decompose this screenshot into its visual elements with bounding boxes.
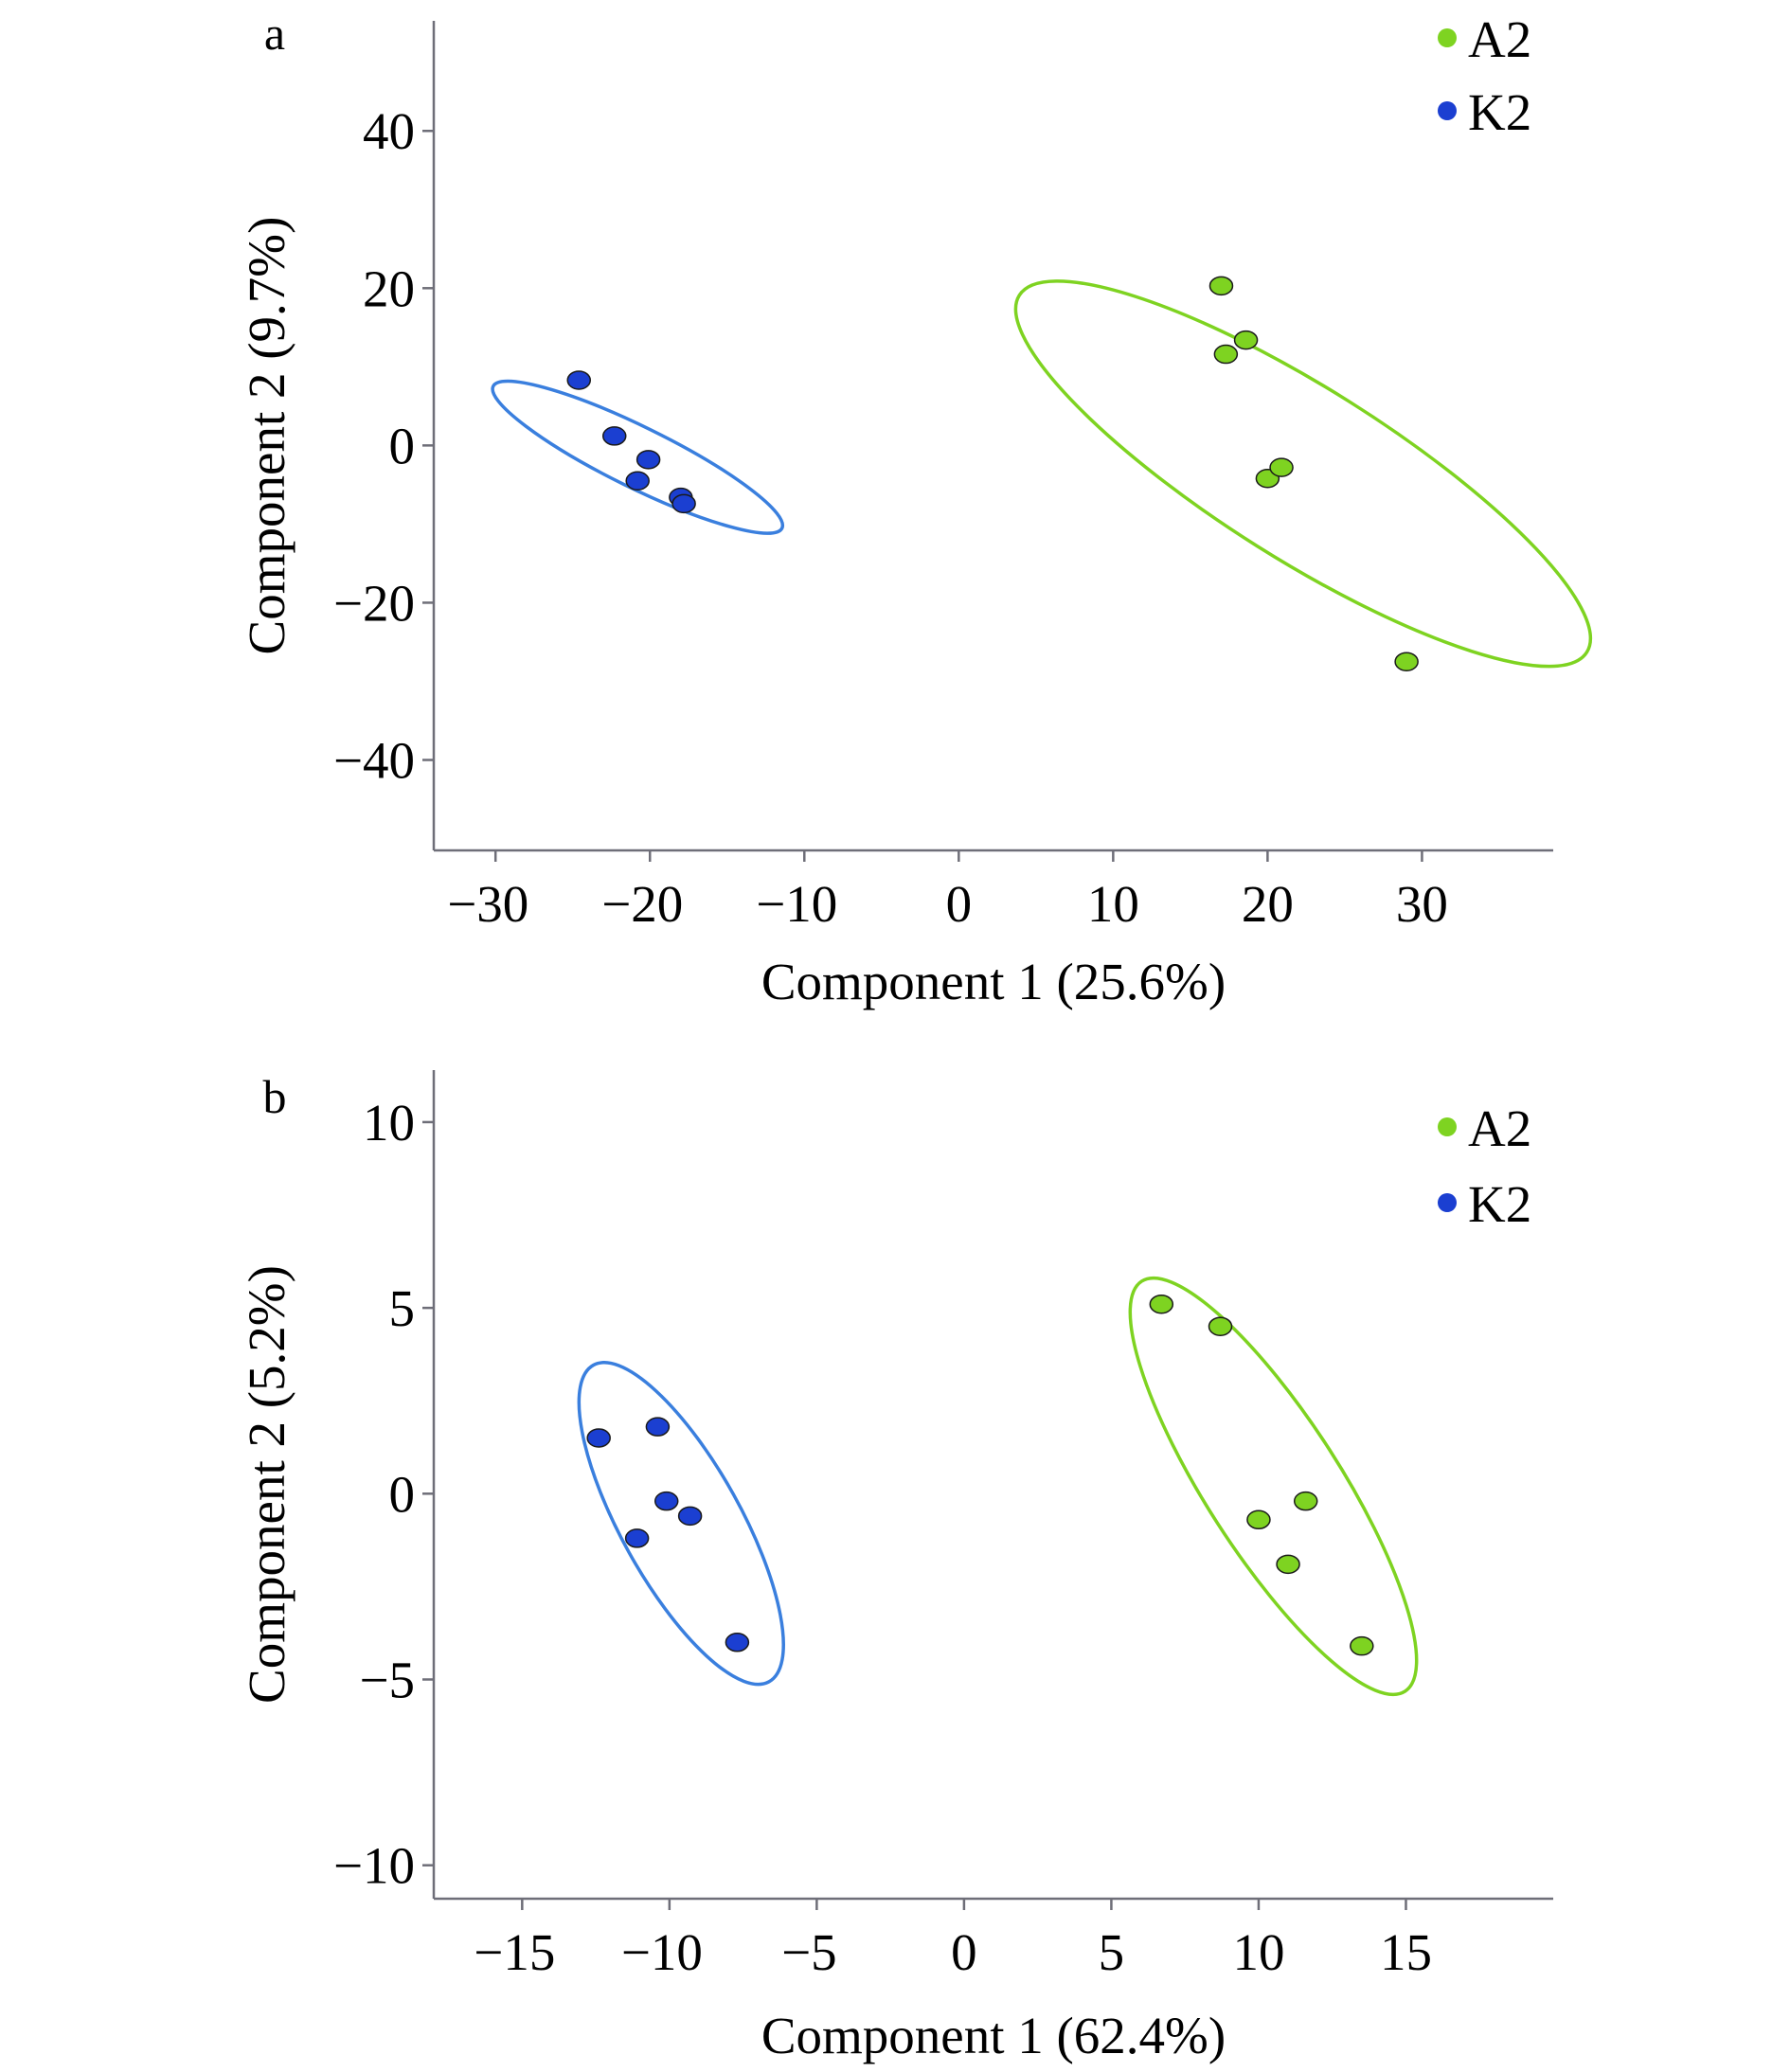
y-tick-label: 5 xyxy=(389,1279,416,1337)
legend-label-a2: A2 xyxy=(1468,10,1531,68)
a2-data-point xyxy=(1276,1554,1300,1575)
a2-data-point xyxy=(1213,344,1239,365)
panel-label: b xyxy=(263,1070,287,1123)
x-axis-title: Component 1 (25.6%) xyxy=(761,953,1226,1010)
x-tick-label: −30 xyxy=(447,875,528,933)
k2-data-point xyxy=(671,493,696,514)
legend-label-k2: K2 xyxy=(1468,83,1531,141)
k2-data-point xyxy=(635,450,661,470)
k2-data-point xyxy=(677,1506,703,1527)
a2-confidence-ellipse xyxy=(1128,1276,1419,1697)
y-tick-label: −40 xyxy=(333,732,415,790)
x-tick-label: −10 xyxy=(756,875,837,933)
panel-label: a xyxy=(264,7,285,60)
a2-data-point xyxy=(1149,1294,1174,1314)
a2-data-point xyxy=(1246,1509,1271,1530)
x-tick-label: −15 xyxy=(474,1923,555,1981)
y-tick-label: −10 xyxy=(333,1837,415,1895)
legend-label-a2: A2 xyxy=(1468,1099,1531,1157)
x-tick-label: −10 xyxy=(621,1923,703,1981)
x-tick-label: 0 xyxy=(951,1923,977,1981)
k2-data-point xyxy=(566,370,592,390)
y-tick-label: 0 xyxy=(389,1465,416,1523)
chart-panel-a: a −30 −20 −10 0 10 20 30 40 20 0 −20 −40 Component 1 … xyxy=(238,7,1593,1010)
x-tick-label: 15 xyxy=(1380,1923,1432,1981)
y-tick-label: 10 xyxy=(363,1094,415,1152)
k2-data-point xyxy=(725,1633,750,1652)
k2-data-point xyxy=(653,1491,679,1511)
x-tick-label: 10 xyxy=(1087,875,1139,933)
a2-data-point xyxy=(1233,330,1259,350)
k2-data-point xyxy=(624,1528,650,1548)
y-tick-label: −5 xyxy=(359,1651,415,1708)
x-tick-label: 20 xyxy=(1242,875,1294,933)
x-tick-label: 30 xyxy=(1396,875,1448,933)
legend-label-k2: K2 xyxy=(1468,1175,1531,1233)
a2-data-point xyxy=(1269,457,1294,477)
x-tick-label: 5 xyxy=(1099,1923,1125,1981)
a2-data-point xyxy=(1350,1635,1374,1656)
x-axis-title: Component 1 (62.4%) xyxy=(761,2007,1226,2064)
a2-data-point xyxy=(1293,1491,1318,1511)
x-tick-label: −20 xyxy=(601,875,683,933)
legend-marker-a2 xyxy=(1438,1117,1457,1136)
x-tick-label: 0 xyxy=(946,875,973,933)
legend-marker-k2 xyxy=(1438,101,1457,120)
a2-data-point xyxy=(1208,276,1234,296)
y-axis-title: Component 2 (9.7%) xyxy=(238,217,295,655)
chart-panel-b: b −15 −10 −5 0 5 10 15 10 5 0 −5 −10 Component 1 (62.… xyxy=(238,1070,1553,2064)
y-tick-label: 20 xyxy=(363,259,415,317)
y-tick-label: 40 xyxy=(363,102,415,160)
k2-confidence-ellipse xyxy=(577,1361,785,1687)
k2-confidence-ellipse xyxy=(491,379,785,535)
k2-data-point xyxy=(645,1417,671,1437)
k2-data-point xyxy=(602,426,627,446)
legend-marker-k2 xyxy=(1438,1193,1457,1212)
a2-data-point xyxy=(1208,1316,1233,1336)
y-axis-title: Component 2 (5.2%) xyxy=(238,1265,295,1704)
x-tick-label: 10 xyxy=(1232,1923,1284,1981)
a2-confidence-ellipse xyxy=(1013,279,1593,669)
legend-marker-a2 xyxy=(1438,28,1457,47)
a2-data-point xyxy=(1394,652,1419,671)
y-tick-label: −20 xyxy=(333,574,415,632)
x-tick-label: −5 xyxy=(781,1923,837,1981)
k2-data-point xyxy=(586,1428,611,1448)
y-tick-label: 0 xyxy=(389,417,416,474)
k2-data-point xyxy=(625,471,650,491)
